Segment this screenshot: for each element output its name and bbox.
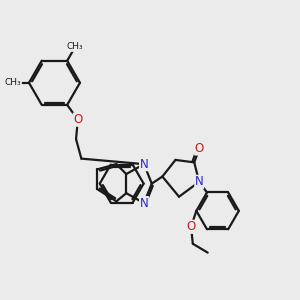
Text: O: O <box>186 220 196 233</box>
Text: N: N <box>140 158 148 171</box>
Text: O: O <box>195 142 204 155</box>
Text: O: O <box>73 113 83 126</box>
Text: N: N <box>195 175 204 188</box>
Text: N: N <box>140 196 148 210</box>
Text: CH₃: CH₃ <box>5 78 21 87</box>
Text: CH₃: CH₃ <box>67 42 83 51</box>
